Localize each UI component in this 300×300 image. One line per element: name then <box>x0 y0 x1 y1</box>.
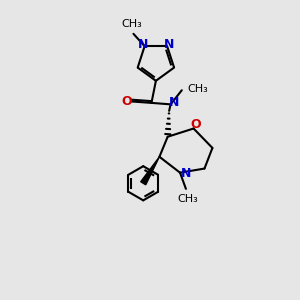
Text: N: N <box>137 38 148 51</box>
Text: CH₃: CH₃ <box>177 194 198 204</box>
Text: CH₃: CH₃ <box>122 19 142 28</box>
Text: N: N <box>169 95 179 109</box>
Text: N: N <box>164 38 174 51</box>
Polygon shape <box>141 157 159 185</box>
Text: N: N <box>181 167 191 180</box>
Text: CH₃: CH₃ <box>187 84 208 94</box>
Text: O: O <box>122 95 132 108</box>
Text: O: O <box>190 118 201 131</box>
